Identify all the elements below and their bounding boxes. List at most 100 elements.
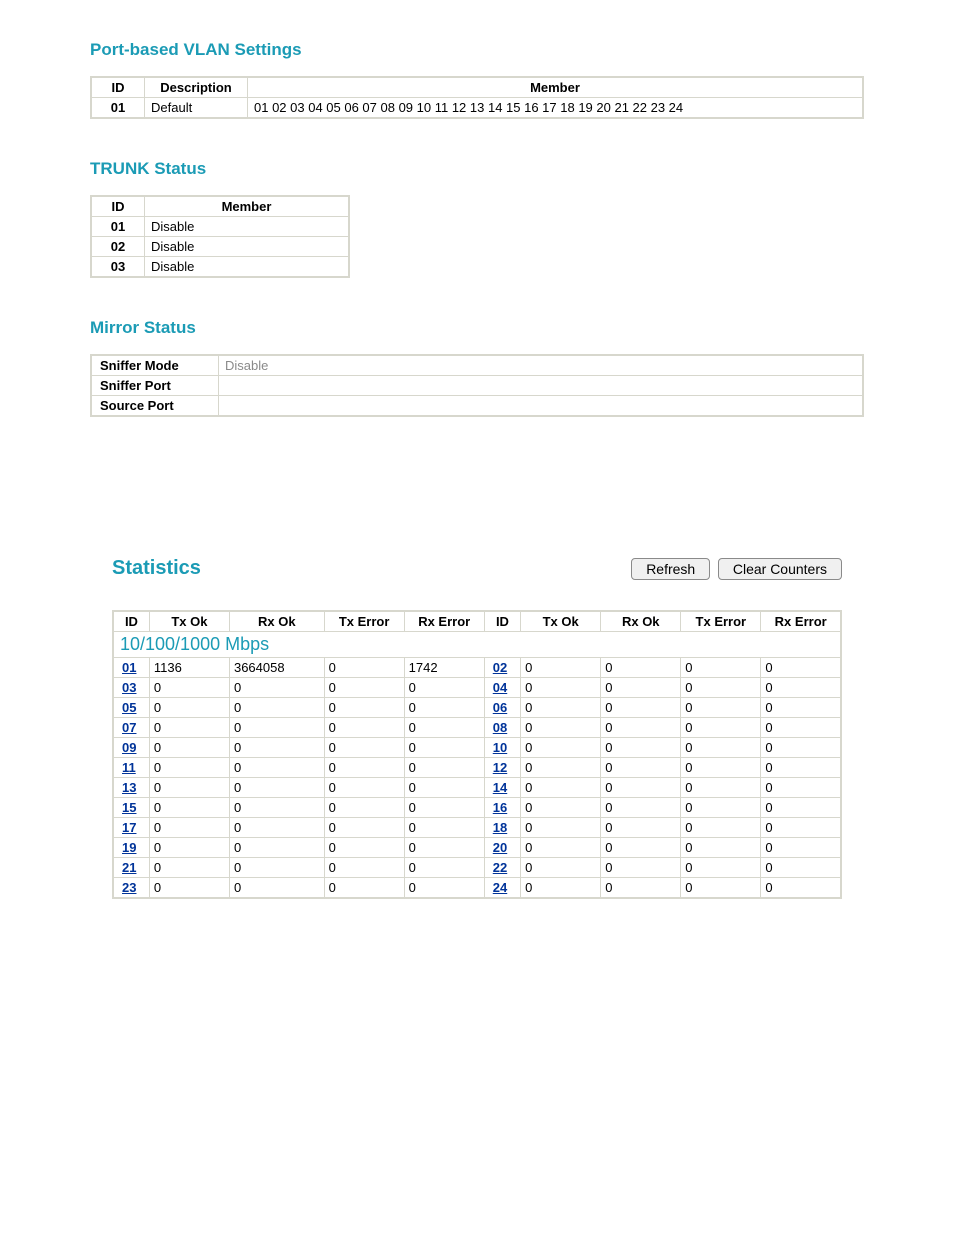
txok: 0 bbox=[149, 758, 229, 778]
port-link[interactable]: 21 bbox=[118, 860, 136, 875]
port-link[interactable]: 12 bbox=[489, 760, 507, 775]
stats-th-rxerr-l: Rx Error bbox=[404, 611, 484, 632]
rxok: 0 bbox=[601, 718, 681, 738]
rxok: 0 bbox=[601, 838, 681, 858]
port-link[interactable]: 05 bbox=[118, 700, 136, 715]
txok: 0 bbox=[521, 758, 601, 778]
table-header-row: ID Member bbox=[91, 196, 349, 217]
txerr: 0 bbox=[324, 758, 404, 778]
txok: 0 bbox=[521, 678, 601, 698]
vlan-th-member: Member bbox=[248, 77, 864, 98]
txok: 0 bbox=[521, 698, 601, 718]
port-link[interactable]: 19 bbox=[118, 840, 136, 855]
port-link[interactable]: 11 bbox=[118, 760, 136, 775]
table-row: Sniffer ModeDisable bbox=[91, 355, 863, 376]
table-row: 090000100000 bbox=[113, 738, 841, 758]
port-id-cell: 01 bbox=[113, 658, 149, 678]
port-id-cell: 07 bbox=[113, 718, 149, 738]
port-link[interactable]: 22 bbox=[489, 860, 507, 875]
trunk-title: TRUNK Status bbox=[90, 159, 864, 179]
trunk-member: Disable bbox=[145, 237, 350, 257]
rxerr: 0 bbox=[404, 758, 484, 778]
port-link[interactable]: 02 bbox=[489, 660, 507, 675]
statistics-title: Statistics bbox=[112, 557, 201, 580]
port-link[interactable]: 24 bbox=[489, 880, 507, 895]
rxerr: 0 bbox=[761, 818, 841, 838]
rxok: 0 bbox=[601, 738, 681, 758]
vlan-title: Port-based VLAN Settings bbox=[90, 40, 864, 60]
port-id-cell: 18 bbox=[484, 818, 520, 838]
table-row: 030000040000 bbox=[113, 678, 841, 698]
port-id-cell: 19 bbox=[113, 838, 149, 858]
txerr: 0 bbox=[681, 858, 761, 878]
rxerr: 0 bbox=[761, 798, 841, 818]
refresh-button[interactable]: Refresh bbox=[631, 558, 710, 580]
vlan-id: 01 bbox=[91, 98, 145, 119]
port-link[interactable]: 09 bbox=[118, 740, 136, 755]
txok: 0 bbox=[149, 878, 229, 899]
port-link[interactable]: 20 bbox=[489, 840, 507, 855]
txerr: 0 bbox=[324, 778, 404, 798]
txerr: 0 bbox=[681, 758, 761, 778]
txerr: 0 bbox=[324, 878, 404, 899]
rxerr: 0 bbox=[761, 778, 841, 798]
txok: 0 bbox=[149, 738, 229, 758]
txok: 1136 bbox=[149, 658, 229, 678]
rxerr: 0 bbox=[404, 738, 484, 758]
table-row: 210000220000 bbox=[113, 858, 841, 878]
rxok: 0 bbox=[601, 818, 681, 838]
port-id-cell: 09 bbox=[113, 738, 149, 758]
txerr: 0 bbox=[324, 678, 404, 698]
port-link[interactable]: 08 bbox=[489, 720, 507, 735]
stats-th-rxok-l: Rx Ok bbox=[229, 611, 324, 632]
txok: 0 bbox=[149, 858, 229, 878]
speed-label: 10/100/1000 Mbps bbox=[113, 632, 841, 658]
rxok: 0 bbox=[601, 798, 681, 818]
txerr: 0 bbox=[681, 778, 761, 798]
table-row: 070000080000 bbox=[113, 718, 841, 738]
rxerr: 1742 bbox=[404, 658, 484, 678]
mirror-row-value bbox=[219, 396, 864, 417]
rxok: 0 bbox=[229, 778, 324, 798]
txerr: 0 bbox=[324, 798, 404, 818]
port-link[interactable]: 06 bbox=[489, 700, 507, 715]
txok: 0 bbox=[521, 838, 601, 858]
port-link[interactable]: 23 bbox=[118, 880, 136, 895]
rxok: 0 bbox=[229, 678, 324, 698]
port-link[interactable]: 04 bbox=[489, 680, 507, 695]
mirror-title: Mirror Status bbox=[90, 318, 864, 338]
port-link[interactable]: 01 bbox=[118, 660, 136, 675]
rxerr: 0 bbox=[761, 718, 841, 738]
txok: 0 bbox=[149, 718, 229, 738]
txerr: 0 bbox=[681, 678, 761, 698]
clear-counters-button[interactable]: Clear Counters bbox=[718, 558, 842, 580]
stats-th-id-r: ID bbox=[484, 611, 520, 632]
port-link[interactable]: 16 bbox=[489, 800, 507, 815]
trunk-table: ID Member 01Disable02Disable03Disable bbox=[90, 195, 350, 278]
txok: 0 bbox=[521, 738, 601, 758]
rxerr: 0 bbox=[404, 698, 484, 718]
port-link[interactable]: 03 bbox=[118, 680, 136, 695]
port-link[interactable]: 14 bbox=[489, 780, 507, 795]
port-link[interactable]: 07 bbox=[118, 720, 136, 735]
txok: 0 bbox=[521, 858, 601, 878]
port-link[interactable]: 18 bbox=[489, 820, 507, 835]
txok: 0 bbox=[149, 698, 229, 718]
trunk-id: 03 bbox=[91, 257, 145, 278]
stats-th-txok-r: Tx Ok bbox=[521, 611, 601, 632]
table-row: 230000240000 bbox=[113, 878, 841, 899]
txok: 0 bbox=[521, 658, 601, 678]
table-row: 01Disable bbox=[91, 217, 349, 237]
rxok: 0 bbox=[229, 858, 324, 878]
rxok: 0 bbox=[229, 838, 324, 858]
port-id-cell: 13 bbox=[113, 778, 149, 798]
port-link[interactable]: 13 bbox=[118, 780, 136, 795]
port-link[interactable]: 15 bbox=[118, 800, 136, 815]
vlan-description: Default bbox=[145, 98, 248, 119]
port-link[interactable]: 17 bbox=[118, 820, 136, 835]
txok: 0 bbox=[149, 798, 229, 818]
table-row: 150000160000 bbox=[113, 798, 841, 818]
vlan-th-id: ID bbox=[91, 77, 145, 98]
port-link[interactable]: 10 bbox=[489, 740, 507, 755]
rxok: 0 bbox=[229, 738, 324, 758]
